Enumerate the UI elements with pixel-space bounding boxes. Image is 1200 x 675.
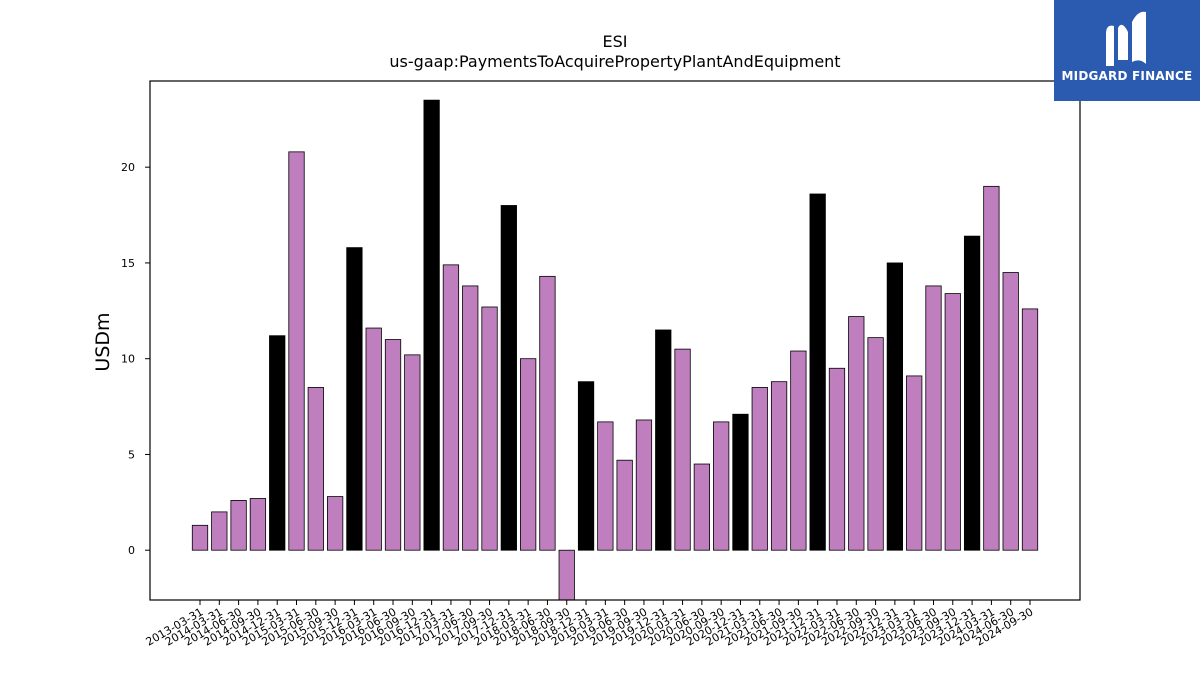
bar-2020-12-31 (732, 413, 749, 551)
bar-2023-03-31 (906, 375, 923, 551)
bar-2018-06-30 (539, 275, 556, 551)
bar-2019-06-30 (616, 459, 633, 551)
bar-2015-12-31 (346, 247, 363, 551)
bar-2023-12-31 (963, 235, 981, 551)
bar-2018-03-31 (520, 358, 537, 551)
bar-2018-12-31 (577, 381, 595, 551)
y-axis: 0 5 10 15 20 (121, 161, 150, 557)
bar-2022-09-30 (867, 337, 884, 551)
bar-2020-09-30 (713, 421, 730, 551)
y-tick-label: 0 (128, 544, 135, 557)
y-tick-label: 10 (121, 353, 135, 366)
bar-2020-03-31 (674, 348, 691, 551)
bar-2022-12-31 (886, 262, 903, 551)
x-axis: 2013-03-312014-03-312014-06-302014-09-30… (144, 600, 1036, 649)
bar-2021-06-30 (770, 381, 788, 551)
midgard-m-icon (1106, 11, 1146, 66)
bars-layer (191, 99, 1039, 600)
y-axis-label: USDm (92, 312, 114, 371)
bar-2013-03-31 (191, 524, 209, 551)
bar-2017-09-30 (481, 306, 498, 551)
bar-2015-06-30 (307, 387, 324, 551)
bar-2016-03-31 (365, 327, 382, 551)
bar-2024-06-30 (1002, 272, 1019, 551)
y-tick-label: 5 (128, 448, 135, 461)
bar-2021-09-30 (790, 350, 807, 551)
bar-2014-09-30 (249, 498, 267, 551)
bar-2022-03-31 (828, 367, 846, 551)
bar-2018-09-30 (558, 549, 575, 600)
bar-2024-03-31 (983, 185, 1000, 551)
bar-2019-03-31 (597, 421, 614, 551)
bar-2016-12-31 (423, 99, 440, 551)
bar-2019-09-30 (635, 419, 653, 551)
logo-text: MIDGARD FINANCE (1061, 69, 1193, 83)
bar-2015-09-30 (326, 496, 344, 551)
bar-2014-12-31 (269, 335, 286, 551)
bar-2017-12-31 (500, 205, 517, 551)
midgard-finance-logo: MIDGARD FINANCE (1054, 0, 1200, 101)
bar-2023-09-30 (944, 293, 961, 551)
chart-title: ESI (602, 32, 628, 51)
bar-2020-06-30 (693, 463, 710, 551)
bar-2017-03-31 (442, 264, 460, 551)
bar-2021-03-31 (751, 387, 768, 551)
chart-subtitle: us-gaap:PaymentsToAcquirePropertyPlantAn… (389, 52, 841, 71)
bar-2021-12-31 (809, 193, 826, 551)
bar-2023-06-30 (925, 285, 942, 551)
bar-2015-03-31 (288, 151, 305, 551)
plot-frame (149, 80, 1081, 601)
y-tick-label: 15 (121, 257, 135, 270)
y-tick-label: 20 (121, 161, 135, 174)
bar-2014-06-30 (230, 500, 247, 551)
bar-2016-06-30 (384, 339, 402, 551)
bar-2014-03-31 (211, 511, 228, 551)
bar-2024-09-30 (1021, 308, 1039, 551)
bar-2017-06-30 (462, 285, 479, 551)
bar-2016-09-30 (404, 354, 421, 551)
bar-2019-12-31 (655, 329, 672, 551)
bar-2022-06-30 (848, 316, 865, 551)
